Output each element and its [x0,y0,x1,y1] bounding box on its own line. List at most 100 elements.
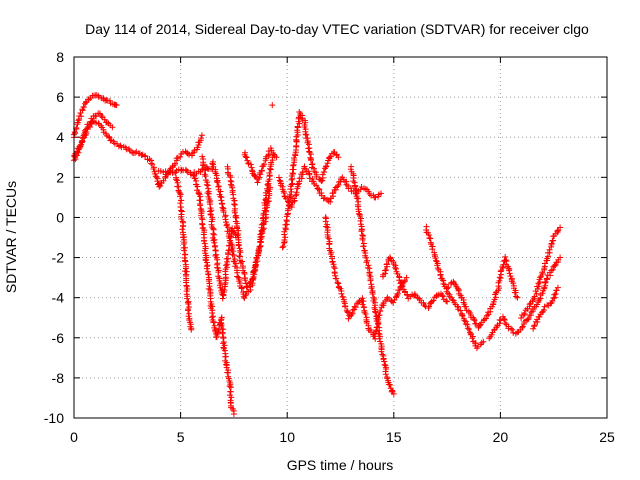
data-point [227,172,234,179]
data-point [188,326,195,333]
data-point [232,260,239,267]
data-point [227,181,234,188]
y-tick-label: -4 [52,290,65,306]
data-point [291,155,298,162]
data-point [334,279,341,286]
data-point [275,174,282,181]
data-point [230,252,237,259]
data-point [185,300,192,307]
data-point [557,224,564,231]
data-point [533,290,540,297]
data-point [322,218,329,225]
data-point [242,292,249,299]
data-point [268,147,275,154]
data-point [332,272,339,279]
data-point [371,333,378,340]
data-point [242,153,249,160]
data-point [279,244,286,251]
data-point [251,172,258,179]
data-point [525,315,532,322]
data-point [549,266,556,273]
data-point [554,228,561,235]
data-point [81,127,88,134]
data-point [335,280,342,287]
data-point [242,277,249,284]
data-point [335,154,342,161]
data-point [444,298,451,305]
data-point [292,192,299,199]
data-point [75,117,82,124]
data-point [501,315,508,322]
data-point [484,312,491,319]
data-point [233,214,240,221]
data-point [184,295,191,302]
data-point [323,196,330,203]
data-point [177,153,184,160]
data-point [521,310,528,317]
data-point [531,322,538,329]
y-tick-label: -10 [44,410,64,426]
data-point [228,394,235,401]
x-tick-label: 25 [599,429,615,445]
data-point [534,286,541,293]
data-point [469,335,476,342]
data-point [543,275,550,282]
data-point [375,330,382,337]
data-point [367,277,374,284]
data-point [324,160,331,167]
y-tick-label: 8 [56,49,64,65]
data-point [327,153,334,160]
data-point [208,314,215,321]
data-point [323,163,330,170]
data-point [416,295,423,302]
data-point [238,285,245,292]
data-point [552,262,559,269]
data-point [461,317,468,324]
data-point [440,280,447,287]
data-point [156,183,163,190]
data-point [519,324,526,331]
data-point [195,190,202,197]
data-point [198,214,205,221]
x-tick-label: 10 [279,429,295,445]
data-point [230,248,237,255]
data-point [290,161,297,168]
data-point [372,308,379,315]
data-point [416,297,423,304]
data-point [183,268,190,275]
data-point [148,160,155,167]
data-point [526,301,533,308]
data-point [554,284,561,291]
data-point [269,102,276,109]
data-point [201,247,208,254]
data-point [254,258,261,265]
data-point [399,283,406,290]
data-point [446,293,453,300]
data-point [222,262,229,269]
data-point [425,232,432,239]
data-point [482,315,489,322]
data-point [276,177,283,184]
data-point [263,192,270,199]
data-point [365,262,372,269]
data-point [182,258,189,265]
data-point [208,207,215,214]
data-point [551,262,558,269]
data-point [78,139,85,146]
data-point [353,187,360,194]
data-point [377,307,384,314]
data-point [430,297,437,304]
data-point [220,338,227,345]
data-point [376,335,383,342]
data-point [333,275,340,282]
grid [74,57,607,418]
data-point [445,284,452,291]
data-point [514,294,521,301]
data-point [200,237,207,244]
data-point [230,410,237,417]
data-point [356,211,363,218]
data-point [213,251,220,258]
data-point [210,319,217,326]
data-point [288,188,295,195]
